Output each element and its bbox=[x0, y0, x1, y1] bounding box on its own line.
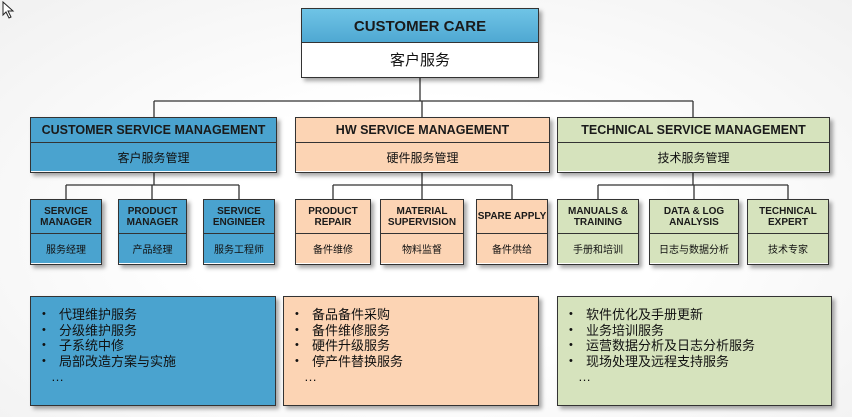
spare-apply-node: SPARE APPLY 备件供给 bbox=[476, 199, 548, 265]
service-manager-title: SERVICE MANAGER bbox=[31, 200, 101, 234]
product-repair-title: PRODUCT REPAIR bbox=[296, 200, 370, 234]
product-manager-node: PRODUCT MANAGER 产品经理 bbox=[118, 199, 187, 265]
tsm-title: TECHNICAL SERVICE MANAGEMENT bbox=[558, 118, 829, 143]
service-engineer-subtitle: 服务工程师 bbox=[204, 234, 274, 263]
spare-apply-title: SPARE APPLY bbox=[477, 200, 547, 234]
data-log-analysis-subtitle: 日志与数据分析 bbox=[650, 234, 738, 263]
customer-service-management-node: CUSTOMER SERVICE MANAGEMENT 客户服务管理 bbox=[30, 117, 277, 173]
customer-care-subtitle: 客户服务 bbox=[302, 43, 538, 76]
list-ellipsis: … bbox=[51, 369, 64, 384]
list-item: 硬件升级服务 bbox=[292, 338, 538, 354]
hw-service-items-box: 备品备件采购 备件维修服务 硬件升级服务 停产件替换服务 … bbox=[283, 296, 539, 406]
list-item: 软件优化及手册更新 bbox=[566, 307, 831, 323]
service-engineer-title: SERVICE ENGINEER bbox=[204, 200, 274, 234]
technical-expert-title: TECHNICAL EXPERT bbox=[748, 200, 828, 234]
customer-service-items-box: 代理维护服务 分级维护服务 子系统中修 局部改造方案与实施 … bbox=[30, 296, 276, 406]
list-item: 业务培训服务 bbox=[566, 323, 831, 339]
list-item: 停产件替换服务 bbox=[292, 354, 538, 370]
list-item: 运营数据分析及日志分析服务 bbox=[566, 338, 831, 354]
service-engineer-node: SERVICE ENGINEER 服务工程师 bbox=[203, 199, 275, 265]
list-item: 子系统中修 bbox=[39, 338, 275, 354]
list-ellipsis: … bbox=[304, 369, 317, 384]
hw-title: HW SERVICE MANAGEMENT bbox=[296, 118, 549, 143]
customer-care-title: CUSTOMER CARE bbox=[302, 9, 538, 43]
data-log-analysis-title: DATA & LOG ANALYSIS bbox=[650, 200, 738, 234]
technical-service-management-node: TECHNICAL SERVICE MANAGEMENT 技术服务管理 bbox=[557, 117, 830, 173]
list-item: 备件维修服务 bbox=[292, 323, 538, 339]
mouse-cursor-icon bbox=[2, 0, 15, 19]
service-manager-subtitle: 服务经理 bbox=[31, 234, 101, 263]
hw-subtitle: 硬件服务管理 bbox=[296, 143, 549, 171]
list-item: 局部改造方案与实施 bbox=[39, 354, 275, 370]
material-supervision-title: MATERIAL SUPERVISION bbox=[381, 200, 463, 234]
service-manager-node: SERVICE MANAGER 服务经理 bbox=[30, 199, 102, 265]
material-supervision-node: MATERIAL SUPERVISION 物料监督 bbox=[380, 199, 464, 265]
technical-service-items-box: 软件优化及手册更新 业务培训服务 运营数据分析及日志分析服务 现场处理及远程支持… bbox=[557, 296, 832, 406]
hw-service-management-node: HW SERVICE MANAGEMENT 硬件服务管理 bbox=[295, 117, 550, 173]
list-item: 现场处理及远程支持服务 bbox=[566, 354, 831, 370]
list-item: 代理维护服务 bbox=[39, 307, 275, 323]
csm-subtitle: 客户服务管理 bbox=[31, 143, 276, 171]
manuals-training-node: MANUALS & TRAINING 手册和培训 bbox=[557, 199, 639, 265]
csm-title: CUSTOMER SERVICE MANAGEMENT bbox=[31, 118, 276, 143]
product-repair-node: PRODUCT REPAIR 备件维修 bbox=[295, 199, 371, 265]
technical-expert-subtitle: 技术专家 bbox=[748, 234, 828, 263]
technical-expert-node: TECHNICAL EXPERT 技术专家 bbox=[747, 199, 829, 265]
product-manager-subtitle: 产品经理 bbox=[119, 234, 186, 263]
manuals-training-subtitle: 手册和培训 bbox=[558, 234, 638, 263]
product-manager-title: PRODUCT MANAGER bbox=[119, 200, 186, 234]
data-log-analysis-node: DATA & LOG ANALYSIS 日志与数据分析 bbox=[649, 199, 739, 265]
product-repair-subtitle: 备件维修 bbox=[296, 234, 370, 263]
customer-care-node: CUSTOMER CARE 客户服务 bbox=[301, 8, 539, 78]
list-item: 备品备件采购 bbox=[292, 307, 538, 323]
list-item: 分级维护服务 bbox=[39, 323, 275, 339]
material-supervision-subtitle: 物料监督 bbox=[381, 234, 463, 263]
list-ellipsis: … bbox=[578, 369, 591, 384]
tsm-subtitle: 技术服务管理 bbox=[558, 143, 829, 171]
spare-apply-subtitle: 备件供给 bbox=[477, 234, 547, 263]
manuals-training-title: MANUALS & TRAINING bbox=[558, 200, 638, 234]
